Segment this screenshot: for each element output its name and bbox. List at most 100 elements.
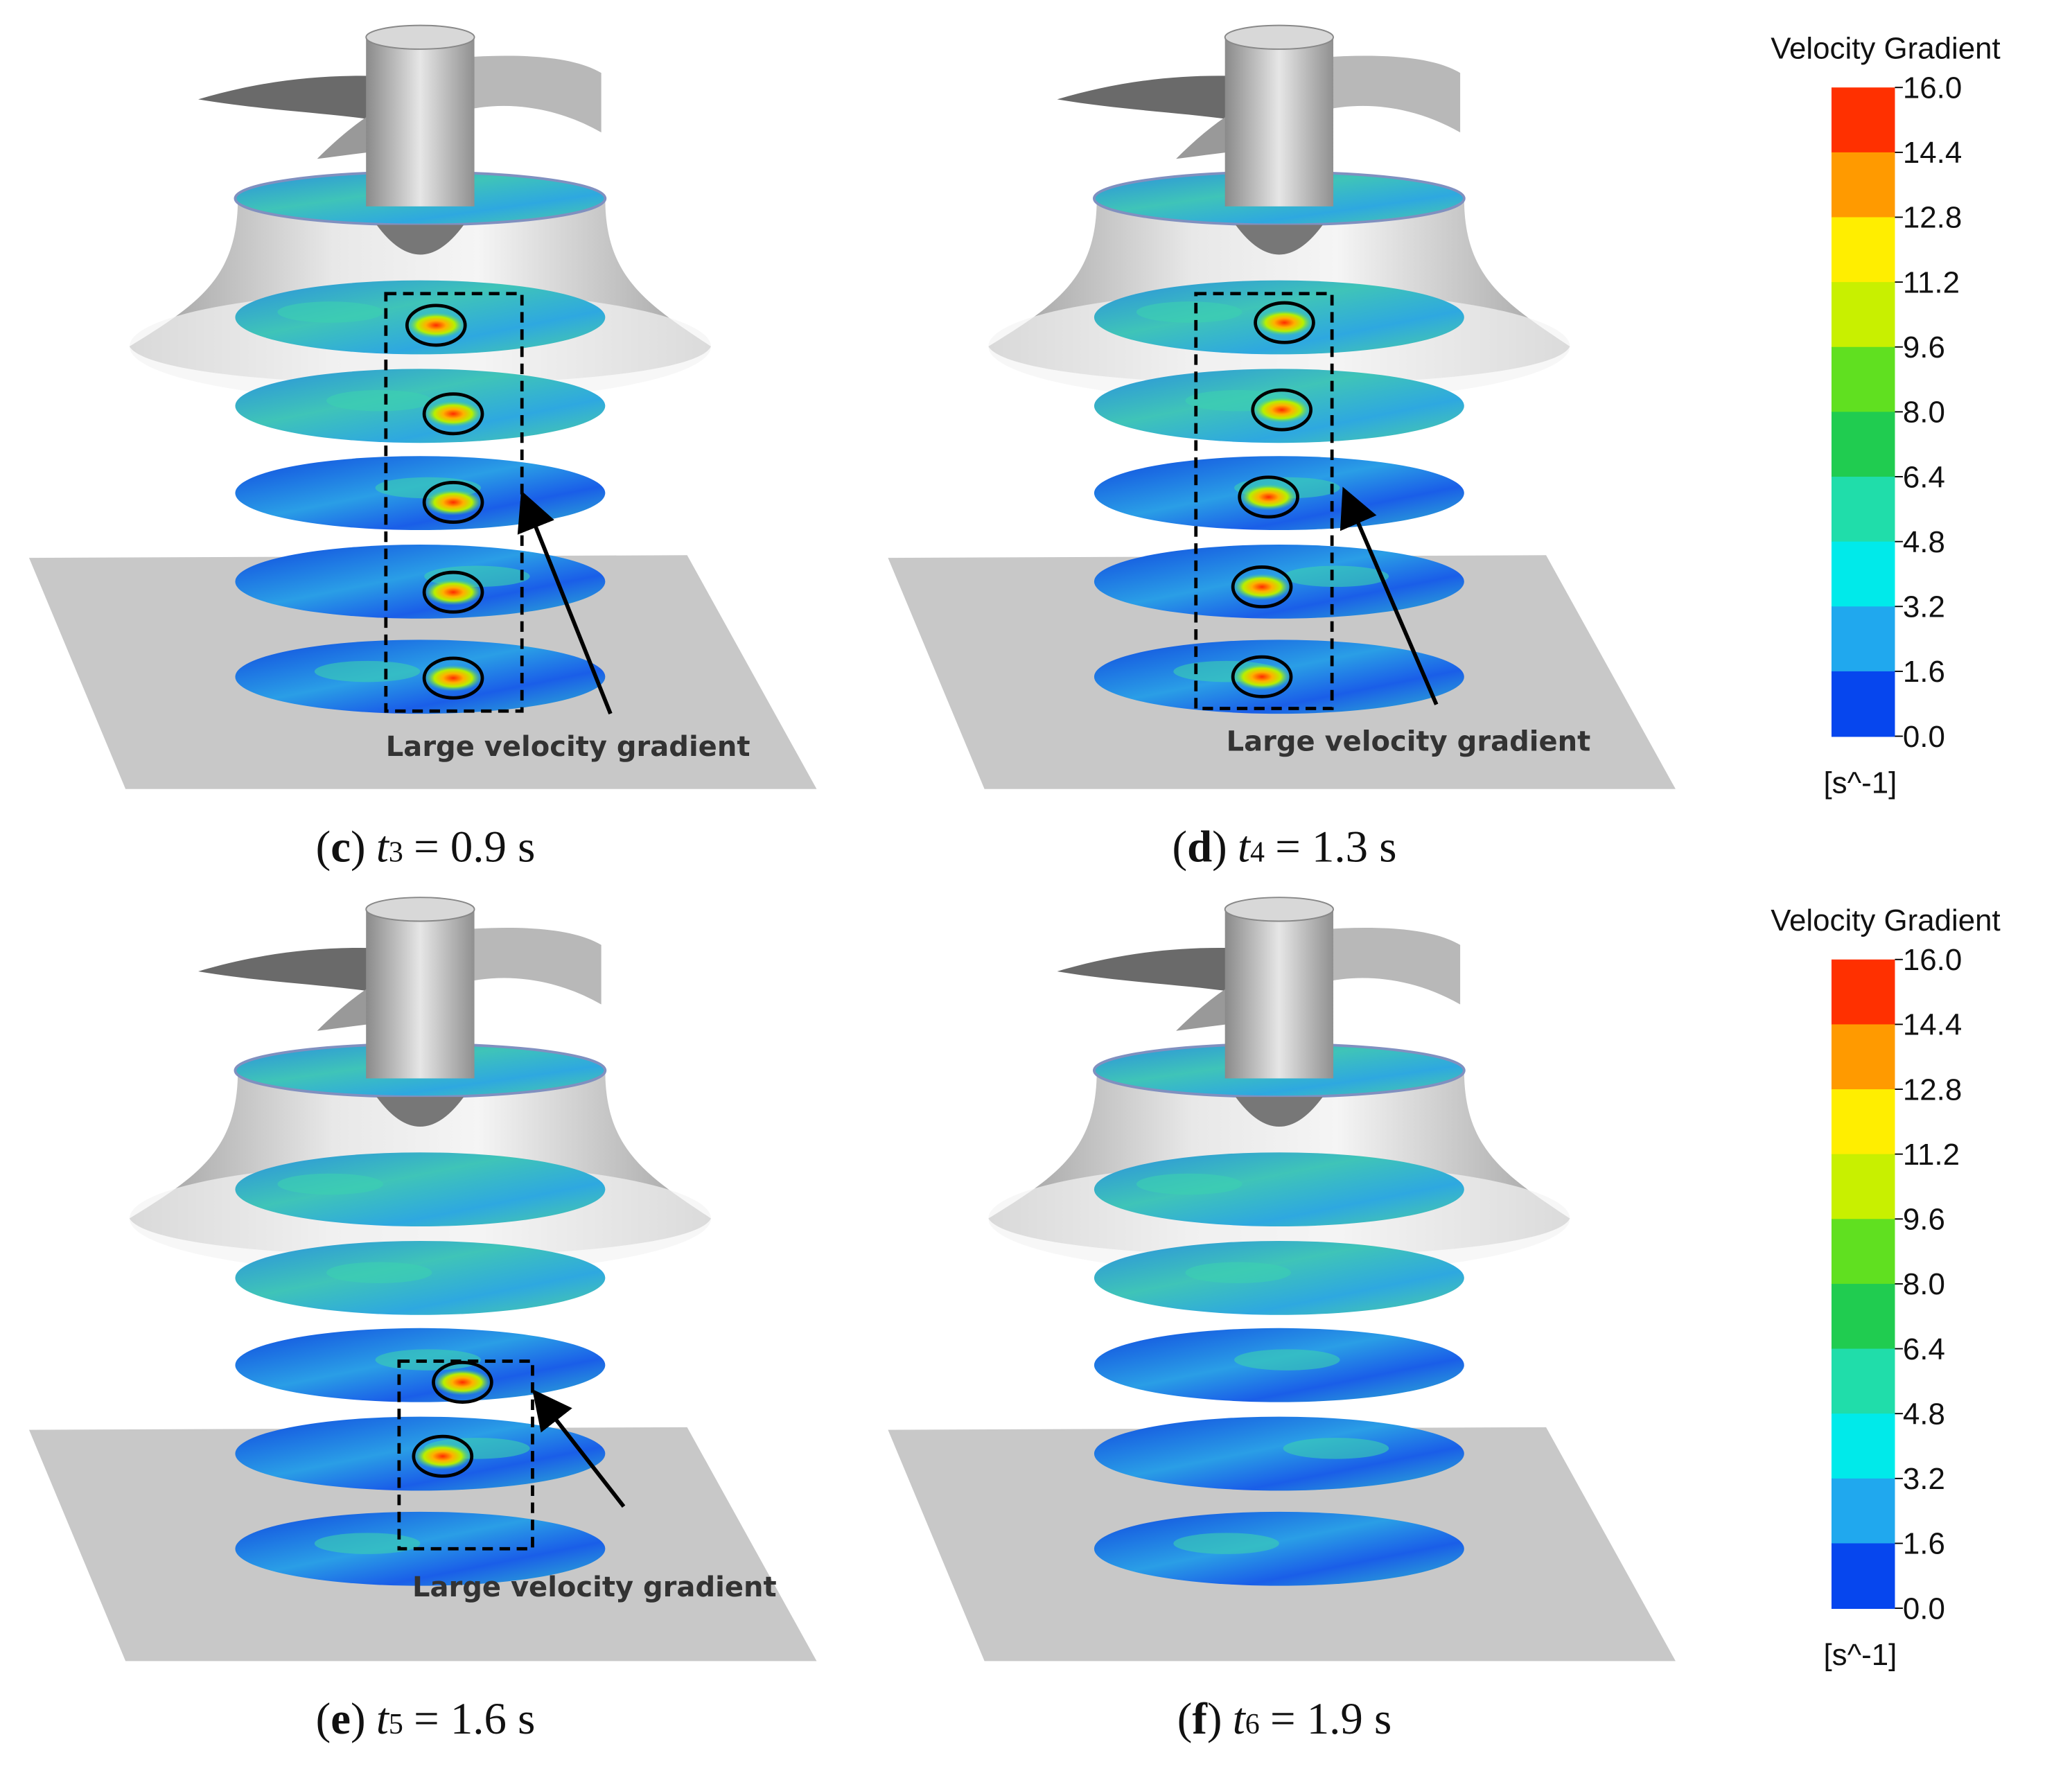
highlight-circle — [405, 303, 467, 347]
contour-patch — [326, 389, 432, 412]
hot-spot — [407, 312, 466, 339]
shaft-top — [365, 897, 475, 922]
hot-spot — [1233, 573, 1292, 601]
legend-band — [1831, 1154, 1895, 1220]
highlight-circle — [1231, 565, 1293, 609]
contour-patch — [1136, 1173, 1243, 1195]
panel: (f) t6 = 1.9 s — [888, 897, 1676, 1744]
shaft-top — [1224, 24, 1335, 50]
blade — [436, 55, 602, 133]
highlight-circle — [422, 392, 484, 436]
hot-spot — [1252, 396, 1311, 423]
caption-value: = 1.6 s — [414, 1694, 535, 1744]
caption-open: ( — [316, 822, 331, 872]
shaft — [366, 37, 475, 206]
contour-disk — [1094, 1416, 1464, 1491]
legend-title: Velocity Gradient — [1771, 904, 2000, 937]
legend-tick-label: 16.0 — [1903, 943, 1962, 977]
highlight-circle — [1251, 388, 1313, 432]
legend-tick-label: 1.6 — [1903, 1527, 1945, 1561]
contour-patch — [375, 1349, 482, 1371]
caption-sub: 5 — [389, 1709, 403, 1741]
legend-band — [1831, 1348, 1895, 1415]
caption-letter: e — [331, 1694, 351, 1744]
caption-sub: 3 — [389, 837, 403, 869]
legend-unit: [s^-1] — [1824, 766, 1897, 800]
caption-open: ( — [1172, 822, 1187, 872]
caption-sub: 4 — [1250, 837, 1265, 869]
shaft — [366, 909, 475, 1079]
panel: Large velocity gradient (d) t4 = 1.3 s — [888, 24, 1676, 872]
hot-spot — [424, 579, 483, 606]
legend-title: Velocity Gradient — [1771, 31, 2000, 65]
contour-patch — [314, 660, 421, 682]
legend-tick-label: 1.6 — [1903, 655, 1945, 689]
annotation: Large velocity gradient — [1227, 725, 1591, 757]
caption-close: ) — [1207, 1694, 1222, 1744]
legend-tick-label: 0.0 — [1903, 720, 1945, 754]
caption-value: = 1.3 s — [1275, 822, 1396, 872]
hot-spot — [1233, 663, 1292, 690]
highlight-circle — [412, 1434, 474, 1478]
contour-patch — [277, 1173, 383, 1195]
legend-band — [1831, 541, 1895, 608]
legend-band — [1831, 959, 1895, 1025]
caption-open: ( — [316, 1694, 331, 1744]
legend-tick-label: 11.2 — [1903, 265, 1960, 299]
contour-patch — [1234, 1349, 1340, 1371]
blade — [1294, 55, 1461, 133]
legend-band — [1831, 1413, 1895, 1479]
highlight-circle — [432, 1361, 493, 1404]
contour-patch — [314, 1533, 421, 1554]
shaft-top — [1224, 897, 1335, 922]
legend-tick-label: 3.2 — [1903, 1462, 1945, 1496]
highlight-circle — [422, 570, 484, 614]
contour-disk — [235, 1152, 606, 1226]
caption-var: t — [1238, 822, 1252, 872]
panel: Large velocity gradient (e) t5 = 1.6 s — [28, 897, 817, 1744]
hub-tip — [376, 224, 464, 255]
caption-letter: d — [1187, 822, 1212, 872]
legend-band — [1831, 1478, 1895, 1544]
contour-patch — [277, 301, 383, 323]
contour-patch — [1185, 1262, 1292, 1283]
legend: Velocity Gradient 16.0 14.4 12.8 11.2 9.6 8.0 6… — [1771, 31, 2000, 800]
arrow — [517, 490, 613, 715]
highlight-circle — [1238, 475, 1299, 519]
blade — [198, 76, 410, 126]
contour-patch — [1283, 1438, 1389, 1459]
legend-tick-label: 6.4 — [1903, 1332, 1945, 1366]
hub-tip — [1235, 224, 1323, 255]
caption-var: t — [376, 1694, 390, 1744]
hot-spot — [1239, 484, 1298, 511]
legend-band — [1831, 1543, 1895, 1610]
legend-tick-label: 9.6 — [1903, 331, 1945, 364]
contour-patch — [1173, 1533, 1279, 1554]
arrow — [1340, 486, 1439, 705]
legend: Velocity Gradient 16.0 14.4 12.8 11.2 9.6 8.0 6… — [1771, 904, 2000, 1672]
hot-spot — [424, 488, 483, 516]
legend-band — [1831, 1283, 1895, 1350]
annotation: Large velocity gradient — [412, 1571, 777, 1603]
legend-tick-label: 8.0 — [1903, 1267, 1945, 1301]
hot-spot — [1255, 309, 1314, 336]
caption: (d) t4 = 1.3 s — [1172, 822, 1396, 872]
legend-tick-label: 8.0 — [1903, 396, 1945, 430]
caption-open: ( — [1177, 1694, 1193, 1744]
contour-patch — [1136, 301, 1243, 323]
highlight-circle — [422, 656, 484, 700]
legend-tick-label: 0.0 — [1903, 1592, 1945, 1625]
contour-patch — [1283, 565, 1389, 588]
contour-patch — [326, 1262, 432, 1283]
contour-disk — [235, 640, 606, 714]
annotation: Large velocity gradient — [386, 731, 750, 763]
legend-band — [1831, 412, 1895, 477]
legend-tick-label: 11.2 — [1903, 1138, 1960, 1172]
legend-band — [1831, 1024, 1895, 1090]
legend-tick-label: 16.0 — [1903, 71, 1962, 105]
legend-band — [1831, 606, 1895, 672]
caption-value: = 0.9 s — [414, 822, 535, 872]
caption: (f) t6 = 1.9 s — [1177, 1694, 1392, 1744]
hub-tip — [376, 1097, 464, 1127]
caption-close: ) — [351, 1694, 366, 1744]
